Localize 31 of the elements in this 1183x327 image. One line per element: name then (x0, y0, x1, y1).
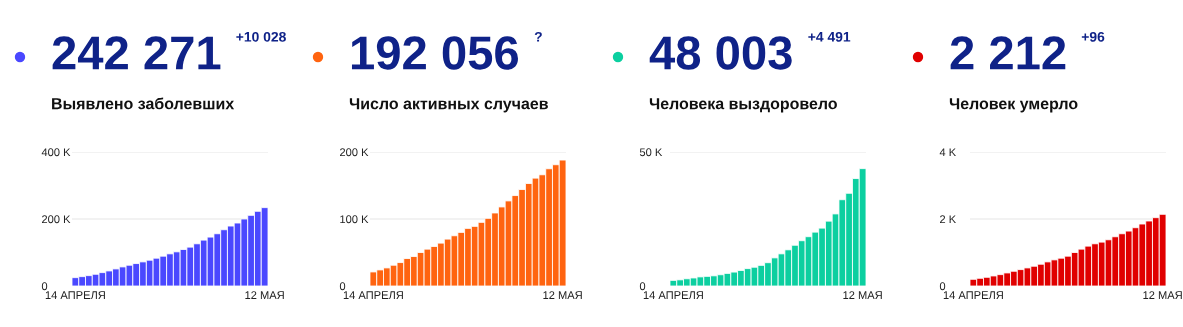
y-tick-label: 200 K (340, 148, 369, 157)
y-tick-label: 400 K (41, 148, 71, 157)
chart-title: 192 056 (351, 36, 518, 70)
y-tick-label: 0 (41, 282, 48, 291)
chart-title: 2 212 (950, 36, 1066, 70)
y-tick-label: 0 (339, 282, 346, 291)
x-tick-label: 12 МАЯ (245, 291, 284, 299)
text: +96 (1081, 31, 1105, 42)
y-tick-label: 0 (639, 282, 646, 291)
chart-title: 48 003 (649, 36, 792, 70)
chart-title: 242 271 (52, 36, 221, 70)
y-tick-label: 0 (939, 282, 946, 291)
y-tick-label: 50 K (639, 148, 663, 157)
x-tick-label: 14 АПРЕЛЯ (943, 291, 1003, 299)
chart-subtitle: Человека выздоровело (649, 98, 837, 113)
chart-subtitle: Выявлено заболевших (52, 97, 235, 110)
y-tick-label: 4 K (939, 148, 956, 157)
chart-subtitle: Число активных случаев (349, 98, 548, 113)
y-tick-label: 200 K (42, 215, 71, 224)
x-tick-label: 14 АПРЕЛЯ (343, 291, 403, 299)
x-tick-label: 14 АПРЕЛЯ (45, 291, 105, 299)
x-tick-label: 12 МАЯ (843, 291, 882, 299)
text: +10 028 (236, 31, 286, 42)
x-tick-label: 12 МАЯ (543, 291, 582, 299)
y-tick-label: 100 K (340, 215, 369, 224)
text: +4 491 (808, 31, 851, 42)
x-tick-label: 14 АПРЕЛЯ (643, 291, 703, 299)
chart-subtitle: Человек умерло (949, 98, 1078, 113)
text: ? (534, 31, 542, 42)
x-tick-label: 12 МАЯ (1143, 291, 1182, 299)
y-tick-label: 2 K (940, 215, 956, 224)
